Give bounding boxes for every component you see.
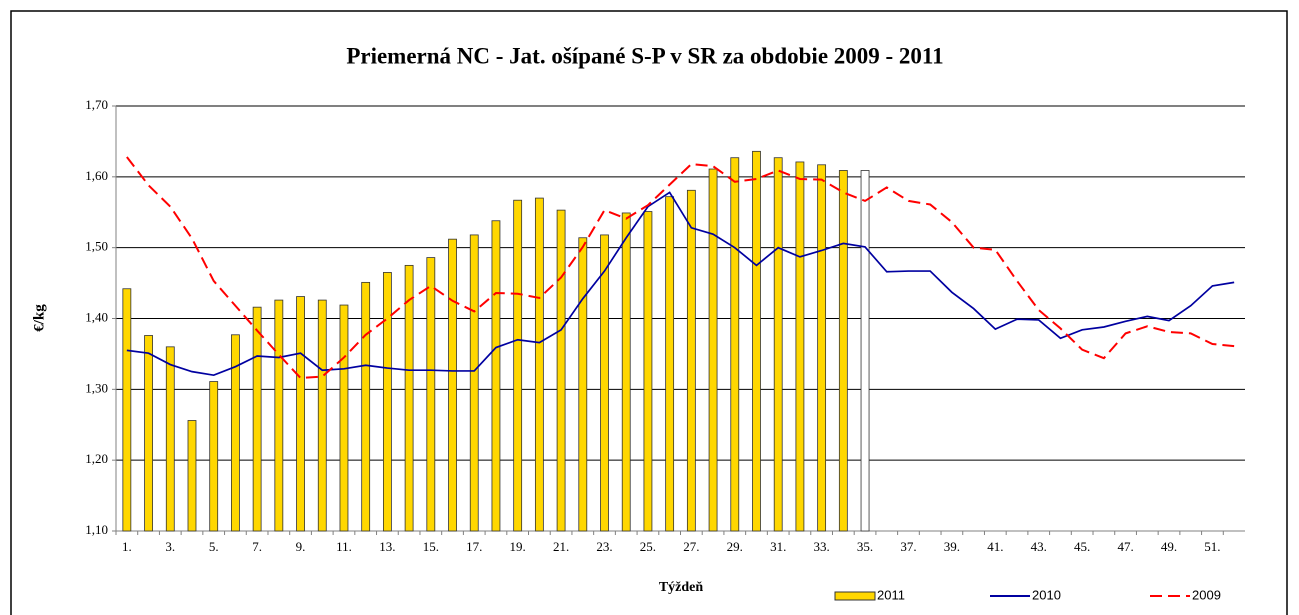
chart-title: Priemerná NC - Jat. ošípané S-P v SR za … (346, 43, 943, 68)
y-tick-label: 1,30 (85, 380, 108, 395)
y-tick-label: 1,50 (85, 239, 108, 254)
bar (513, 199, 523, 532)
x-tick-label: 43. (1031, 539, 1047, 554)
x-tick-label: 29. (727, 539, 743, 554)
x-tick-label: 13. (379, 539, 395, 554)
frame (10, 10, 1288, 615)
bar (274, 299, 284, 532)
bar (317, 299, 327, 532)
bar (231, 334, 240, 532)
bar (556, 209, 566, 532)
x-tick-label: 35. (857, 539, 873, 554)
bar (795, 161, 805, 532)
bar (578, 237, 588, 532)
x-tick-label: 19. (510, 539, 526, 554)
legend-label: 2011 (877, 587, 905, 602)
line-2009 (126, 156, 1235, 380)
x-tick-label: 45. (1074, 539, 1090, 554)
bar (382, 272, 392, 532)
x-tick-label: 25. (640, 539, 656, 554)
x-tick-label: 17. (466, 539, 482, 554)
bar (165, 346, 175, 532)
x-tick-label: 21. (553, 539, 569, 554)
x-tick-label: 47. (1117, 539, 1133, 554)
bar (252, 306, 262, 532)
x-tick-label: 39. (944, 539, 960, 554)
x-axis-label: Týždeň (659, 580, 704, 595)
legend-label: 2009 (1192, 587, 1221, 602)
bar (122, 288, 132, 532)
bar (144, 335, 153, 532)
bar (686, 189, 696, 532)
bar (838, 170, 848, 532)
bar (187, 420, 197, 532)
bar (752, 150, 761, 532)
x-tick-label: 37. (900, 539, 916, 554)
x-tick-label: 23. (596, 539, 612, 554)
bar (426, 257, 436, 532)
x-tick-label: 15. (423, 539, 439, 554)
bar (600, 234, 609, 532)
x-tick-label: 1. (122, 539, 132, 554)
y-tick-label: 1,70 (85, 97, 108, 112)
bar (708, 168, 718, 532)
bar (534, 197, 544, 532)
bar (665, 196, 675, 532)
y-tick-label: 1,40 (85, 309, 108, 324)
bar (730, 157, 740, 532)
bar (209, 381, 219, 532)
bar (817, 164, 827, 532)
bar (643, 211, 653, 532)
legend-label: 2010 (1032, 587, 1061, 602)
bar (339, 304, 349, 532)
y-axis-label: €/kg (31, 304, 47, 332)
x-tick-label: 33. (814, 539, 830, 554)
bar (448, 238, 457, 532)
bar (404, 264, 414, 532)
x-tick-label: 31. (770, 539, 786, 554)
y-tick-label: 1,20 (85, 451, 108, 466)
bar (361, 281, 371, 532)
bar (773, 157, 783, 532)
line-2010 (126, 191, 1235, 377)
x-tick-label: 27. (683, 539, 699, 554)
x-tick-label: 11. (336, 539, 352, 554)
x-tick-label: 9. (296, 539, 306, 554)
bar (621, 212, 631, 532)
y-tick-label: 1,60 (85, 168, 108, 183)
x-tick-label: 41. (987, 539, 1003, 554)
bar (296, 296, 305, 532)
x-tick-label: 51. (1204, 539, 1220, 554)
x-tick-label: 7. (252, 539, 262, 554)
x-tick-label: 49. (1161, 539, 1177, 554)
x-tick-label: 3. (165, 539, 175, 554)
bar (469, 234, 479, 532)
bar (491, 220, 501, 532)
y-tick-label: 1,10 (85, 522, 108, 537)
x-tick-label: 5. (209, 539, 219, 554)
legend-swatch (834, 591, 876, 601)
bar (860, 170, 870, 532)
